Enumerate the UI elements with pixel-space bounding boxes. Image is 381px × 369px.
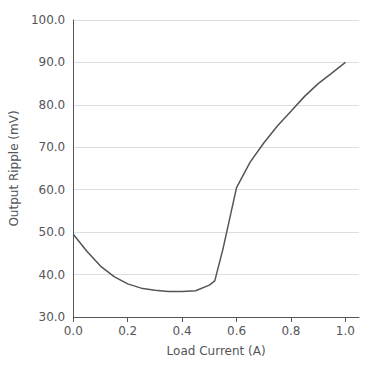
svg-text:0.6: 0.6 xyxy=(227,324,246,338)
svg-text:50.0: 50.0 xyxy=(39,225,66,239)
svg-text:1.0: 1.0 xyxy=(336,324,355,338)
svg-text:0.8: 0.8 xyxy=(281,324,300,338)
svg-text:30.0: 30.0 xyxy=(39,310,66,324)
svg-text:Load Current (A): Load Current (A) xyxy=(167,344,266,358)
svg-text:80.0: 80.0 xyxy=(39,98,66,112)
svg-text:90.0: 90.0 xyxy=(39,55,66,69)
svg-text:0.4: 0.4 xyxy=(173,324,192,338)
svg-text:0.2: 0.2 xyxy=(118,324,137,338)
svg-text:0.0: 0.0 xyxy=(64,324,83,338)
svg-text:60.0: 60.0 xyxy=(39,183,66,197)
svg-text:Output Ripple (mV): Output Ripple (mV) xyxy=(7,110,21,226)
svg-text:100.0: 100.0 xyxy=(31,13,65,27)
svg-text:70.0: 70.0 xyxy=(39,140,66,154)
svg-text:40.0: 40.0 xyxy=(39,268,66,282)
